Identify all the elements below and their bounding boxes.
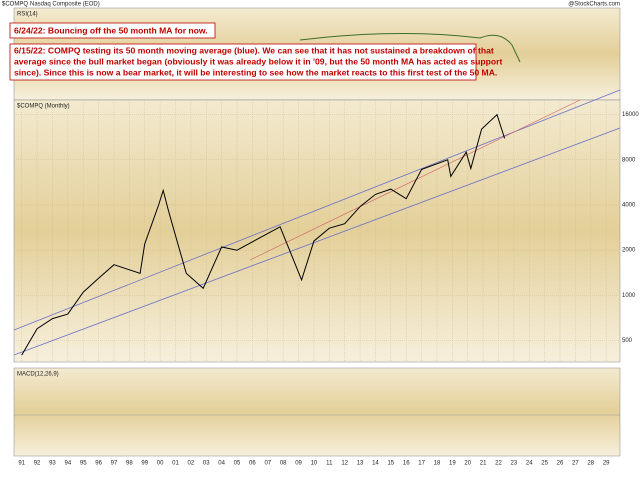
x-tick-label: 99 — [141, 461, 148, 467]
x-tick-label: 98 — [126, 461, 133, 467]
x-tick-label: 22 — [495, 461, 502, 467]
trend-line — [249, 99, 581, 261]
x-tick-label: 24 — [526, 461, 533, 467]
subtitle: Nasdaq Composite (EOD) — [30, 2, 100, 8]
x-tick-label: 25 — [541, 461, 548, 467]
x-tick-label: 21 — [480, 461, 487, 467]
y-tick-label: 2000 — [622, 248, 636, 254]
macd-label: MACD(12,26,9) — [17, 372, 59, 378]
rsi-decoration — [299, 32, 521, 63]
x-tick-label: 10 — [311, 461, 318, 467]
x-tick-label: 07 — [264, 461, 271, 467]
y-tick-label: 500 — [622, 338, 633, 344]
x-tick-label: 19 — [449, 461, 456, 467]
price-line — [21, 113, 506, 356]
x-tick-label: 15 — [387, 461, 394, 467]
legend-label: $COMPQ (Monthly) — [17, 104, 70, 110]
x-tick-label: 00 — [157, 461, 164, 467]
x-tick-label: 28 — [587, 461, 594, 467]
annotation: 6/24/22: Bouncing off the 50 month MA fo… — [14, 25, 208, 35]
y-tick-label: 16000 — [622, 112, 639, 118]
rsi-label: RSI(14) — [17, 12, 38, 18]
x-tick-label: 95 — [80, 461, 87, 467]
x-tick-label: 91 — [18, 461, 25, 467]
x-tick-label: 17 — [418, 461, 425, 467]
x-tick-label: 14 — [372, 461, 379, 467]
x-tick-label: 05 — [234, 461, 241, 467]
channel-line — [13, 127, 621, 356]
annotation: 6/15/22: COMPQ testing its 50 month movi… — [14, 45, 494, 55]
x-tick-label: 09 — [295, 461, 302, 467]
x-tick-label: 27 — [572, 461, 579, 467]
annotation-box — [9, 43, 477, 81]
channel-line — [13, 89, 621, 331]
x-tick-label: 01 — [172, 461, 179, 467]
y-tick-label: 8000 — [622, 157, 636, 163]
x-tick-label: 04 — [218, 461, 225, 467]
x-tick-label: 02 — [188, 461, 195, 467]
x-tick-label: 20 — [464, 461, 471, 467]
x-tick-label: 97 — [111, 461, 118, 467]
x-tick-label: 96 — [95, 461, 102, 467]
x-tick-label: 26 — [557, 461, 564, 467]
x-tick-label: 18 — [434, 461, 441, 467]
x-tick-label: 06 — [249, 461, 256, 467]
x-tick-label: 08 — [280, 461, 287, 467]
x-tick-label: 03 — [203, 461, 210, 467]
annotation: average since the bull market began (obv… — [14, 56, 502, 66]
macd-panel — [13, 367, 621, 457]
x-tick-label: 23 — [511, 461, 518, 467]
x-tick-label: 94 — [64, 461, 71, 467]
x-tick-label: 12 — [341, 461, 348, 467]
annotation: since). Since this is now a bear market,… — [14, 67, 497, 77]
x-tick-label: 13 — [357, 461, 364, 467]
y-tick-label: 4000 — [622, 203, 636, 209]
x-tick-label: 11 — [326, 461, 333, 467]
source: @StockCharts.com — [568, 2, 620, 8]
chart-title: $COMPQ — [2, 2, 28, 8]
x-tick-label: 29 — [603, 461, 610, 467]
x-tick-label: 16 — [403, 461, 410, 467]
annotation-box — [9, 22, 216, 39]
y-tick-label: 1000 — [622, 293, 636, 299]
price-panel — [13, 99, 621, 363]
x-tick-label: 92 — [34, 461, 41, 467]
x-tick-label: 93 — [49, 461, 56, 467]
